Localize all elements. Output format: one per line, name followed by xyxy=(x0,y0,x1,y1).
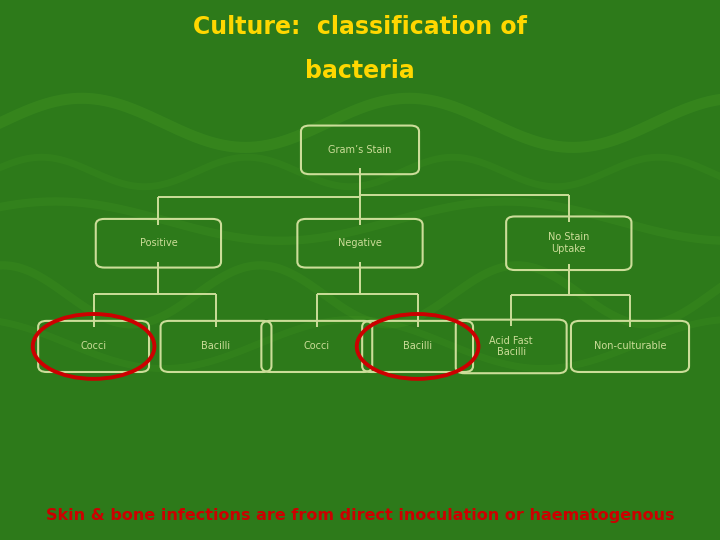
Text: Cocci: Cocci xyxy=(304,341,330,352)
Text: Cocci: Cocci xyxy=(81,341,107,352)
Text: bacteria: bacteria xyxy=(305,59,415,83)
Text: Non-culturable: Non-culturable xyxy=(594,341,666,352)
Text: No Stain
Uptake: No Stain Uptake xyxy=(548,232,590,254)
Text: Positive: Positive xyxy=(140,238,177,248)
Text: Skin & bone infections are from direct inoculation or haematogenous: Skin & bone infections are from direct i… xyxy=(46,508,674,523)
Text: Bacilli: Bacilli xyxy=(403,341,432,352)
Text: Acid Fast
Bacilli: Acid Fast Bacilli xyxy=(490,336,533,357)
Text: Bacilli: Bacilli xyxy=(202,341,230,352)
Text: Gram’s Stain: Gram’s Stain xyxy=(328,145,392,155)
Text: Negative: Negative xyxy=(338,238,382,248)
Text: Culture:  classification of: Culture: classification of xyxy=(193,15,527,39)
